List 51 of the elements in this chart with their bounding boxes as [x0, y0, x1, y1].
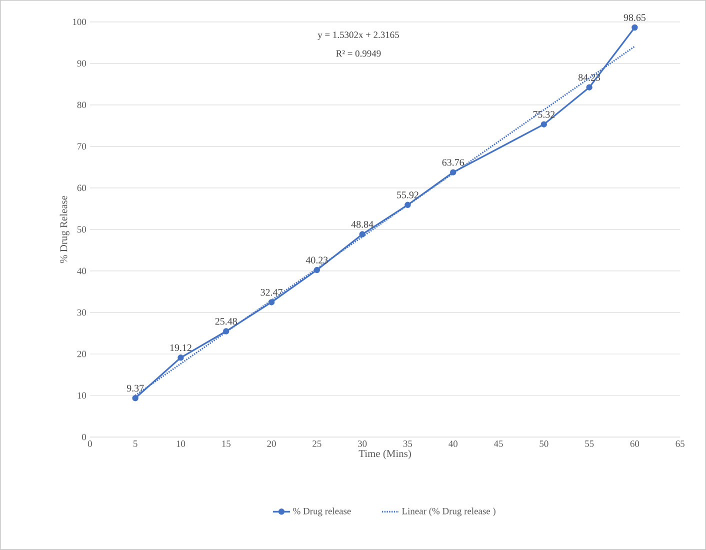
x-tick-label: 45 [494, 440, 503, 447]
point [632, 24, 638, 31]
point [268, 299, 275, 306]
point [586, 84, 592, 90]
y-tick-label: 100 [73, 18, 86, 26]
y-tick-label: 20 [77, 350, 86, 358]
point [314, 266, 320, 274]
point [132, 395, 138, 402]
x-tick-label: 5 [134, 440, 138, 447]
point [450, 169, 456, 176]
y-tick-label: 50 [77, 226, 86, 233]
legend-label: Linear (% Drug release ) [402, 508, 496, 516]
annotation: R² = 0.9949 [336, 50, 381, 57]
data-label: 63.76 [442, 159, 464, 166]
point [540, 121, 548, 128]
x-tick-label: 30 [358, 440, 367, 447]
x-tick-label: 50 [540, 440, 548, 447]
data-label: 19.12 [170, 344, 192, 352]
y-tick-label: 10 [78, 392, 86, 399]
legend-label: % Drug release [293, 508, 351, 516]
x-tick-label: 55 [585, 440, 594, 447]
x-tick-label: 25 [312, 440, 322, 447]
y-tick-label: 0 [82, 434, 86, 440]
data-label: 98.65 [624, 14, 646, 21]
x-tick-label: 40 [448, 440, 458, 447]
y-tick-label: 70 [78, 143, 86, 150]
data-label: 32.47 [260, 288, 282, 296]
annotation: y = 1.5302x + 2.3165 [318, 32, 399, 40]
x-tick-label: 65 [676, 440, 684, 447]
x-axis-title: Time (Mins) [358, 450, 411, 460]
x-tick-label: 10 [176, 440, 186, 447]
x-tick-label: 0 [88, 440, 92, 447]
x-tick-label: 35 [403, 440, 412, 447]
data-label: 48.84 [351, 220, 374, 228]
data-label: 25.48 [215, 318, 237, 325]
y-tick-label: 60 [77, 184, 86, 192]
data-label: 9.37 [126, 384, 144, 392]
data-label: 55.92 [397, 192, 418, 198]
y-tick-label: 90 [77, 60, 86, 67]
x-tick-label: 60 [630, 440, 640, 447]
x-tick-label: 20 [267, 440, 276, 447]
y-axis-title: % Drug Release [60, 196, 70, 264]
point [359, 231, 366, 238]
y-tick-label: 40 [77, 268, 86, 274]
data-label: 40.23 [306, 256, 328, 264]
y-tick-label: 80 [77, 102, 86, 108]
point [178, 354, 184, 361]
y-tick-label: 30 [77, 309, 86, 316]
point [223, 328, 230, 334]
x-tick-label: 15 [222, 440, 230, 447]
point [404, 202, 411, 208]
